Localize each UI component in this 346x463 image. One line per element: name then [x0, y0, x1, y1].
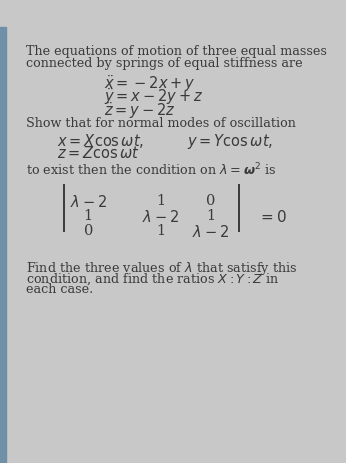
Text: $\lambda-2$: $\lambda-2$: [192, 224, 230, 239]
Text: $\ddot{y} = x - 2y + z$: $\ddot{y} = x - 2y + z$: [104, 86, 203, 107]
Text: 1: 1: [84, 208, 93, 222]
Text: 1: 1: [207, 208, 216, 222]
Text: $\lambda-2$: $\lambda-2$: [142, 208, 180, 225]
Text: The equations of motion of three equal masses: The equations of motion of three equal m…: [26, 45, 327, 58]
Text: 0: 0: [206, 193, 216, 207]
Text: Find the three values of $\lambda$ that satisfy this: Find the three values of $\lambda$ that …: [26, 259, 297, 276]
Text: $\ddot{z} = y - 2z$: $\ddot{z} = y - 2z$: [104, 100, 175, 120]
Text: $= 0$: $= 0$: [258, 208, 287, 225]
Text: 1: 1: [156, 224, 165, 238]
Text: 0: 0: [83, 224, 93, 238]
Text: connected by springs of equal stiffness are: connected by springs of equal stiffness …: [26, 57, 302, 70]
Text: $\lambda-2$: $\lambda-2$: [70, 193, 107, 209]
Text: Show that for normal modes of oscillation: Show that for normal modes of oscillatio…: [26, 117, 296, 130]
Text: to exist then the condition on $\lambda = \boldsymbol{\omega}^2$ is: to exist then the condition on $\lambda …: [26, 162, 276, 178]
Text: 1: 1: [156, 193, 165, 207]
Text: each case.: each case.: [26, 283, 93, 296]
Bar: [0, 28, 6, 463]
Text: $y = Y\cos\omega t,$: $y = Y\cos\omega t,$: [187, 131, 273, 150]
Text: $z = Z\cos\omega t$: $z = Z\cos\omega t$: [57, 145, 140, 161]
Text: condition, and find the ratios $X: Y: Z$ in: condition, and find the ratios $X: Y: Z$…: [26, 271, 280, 287]
Text: $x = X\cos\omega t,$: $x = X\cos\omega t,$: [57, 131, 144, 150]
Text: $\ddot{x} = -2x + y$: $\ddot{x} = -2x + y$: [104, 73, 195, 94]
